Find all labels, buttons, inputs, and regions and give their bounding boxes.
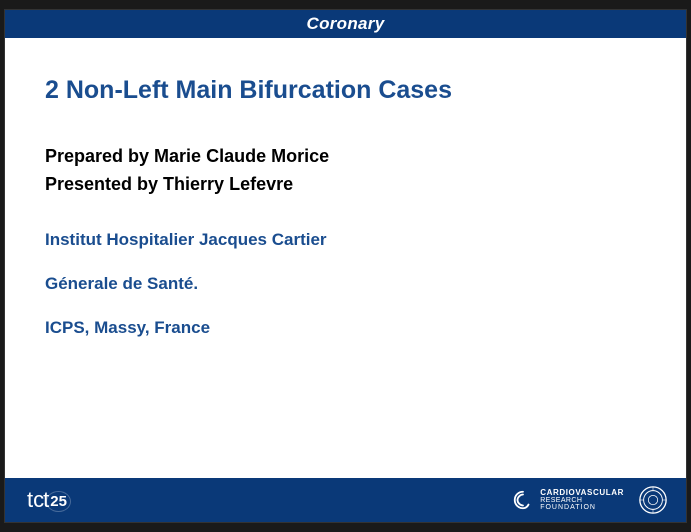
crf-text: CARDIOVASCULAR RESEARCH FOUNDATION xyxy=(540,489,624,511)
footer-bar: t ct 25 CARDIOVASCULAR RESEARCH FOUNDATI… xyxy=(5,478,686,522)
page-title: 2 Non-Left Main Bifurcation Cases xyxy=(45,76,646,105)
affiliation-1: Institut Hospitalier Jacques Cartier xyxy=(45,229,646,251)
tct-logo-year: 25 xyxy=(50,493,67,510)
header-title: Coronary xyxy=(307,14,385,34)
crf-line3: FOUNDATION xyxy=(540,504,624,511)
content-area: 2 Non-Left Main Bifurcation Cases Prepar… xyxy=(5,38,686,339)
footer-right: CARDIOVASCULAR RESEARCH FOUNDATION xyxy=(512,485,668,515)
tct-logo-ct: ct xyxy=(33,487,48,513)
header-bar: Coronary xyxy=(5,10,686,38)
presented-by: Presented by Thierry Lefevre xyxy=(45,171,646,199)
seal-icon xyxy=(638,485,668,515)
crf-logo: CARDIOVASCULAR RESEARCH FOUNDATION xyxy=(512,489,624,511)
affiliation-2: Génerale de Santé. xyxy=(45,273,646,295)
crf-line1: CARDIOVASCULAR xyxy=(540,489,624,497)
slide: Coronary 2 Non-Left Main Bifurcation Cas… xyxy=(4,9,687,523)
crf-swirl-icon xyxy=(512,489,534,511)
crf-line2: RESEARCH xyxy=(540,497,624,504)
prepared-by: Prepared by Marie Claude Morice xyxy=(45,143,646,171)
tct-logo: t ct 25 xyxy=(27,487,67,513)
affiliation-3: ICPS, Massy, France xyxy=(45,317,646,339)
